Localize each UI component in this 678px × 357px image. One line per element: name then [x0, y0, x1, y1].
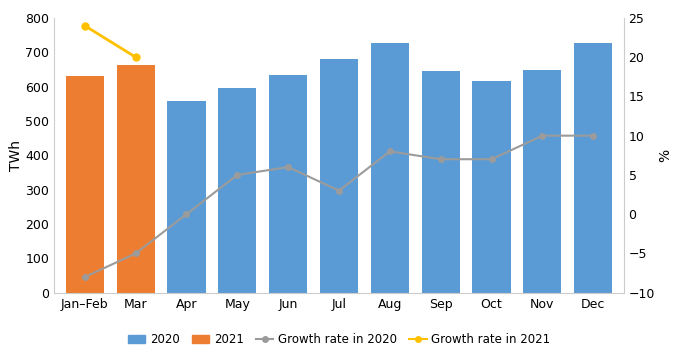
Bar [218, 88, 256, 293]
Bar [117, 65, 155, 293]
Bar [523, 70, 561, 293]
Bar [269, 75, 307, 293]
Bar [167, 101, 205, 293]
Bar [473, 81, 511, 293]
Bar [371, 42, 409, 293]
Bar [422, 71, 460, 293]
Y-axis label: TWh: TWh [9, 140, 22, 171]
Y-axis label: %: % [658, 149, 672, 162]
Bar [574, 42, 612, 293]
Legend: 2020, 2021, Growth rate in 2020, Growth rate in 2021: 2020, 2021, Growth rate in 2020, Growth … [123, 329, 555, 351]
Bar [66, 117, 104, 293]
Bar [117, 104, 155, 293]
Bar [66, 76, 104, 293]
Bar [320, 59, 358, 293]
